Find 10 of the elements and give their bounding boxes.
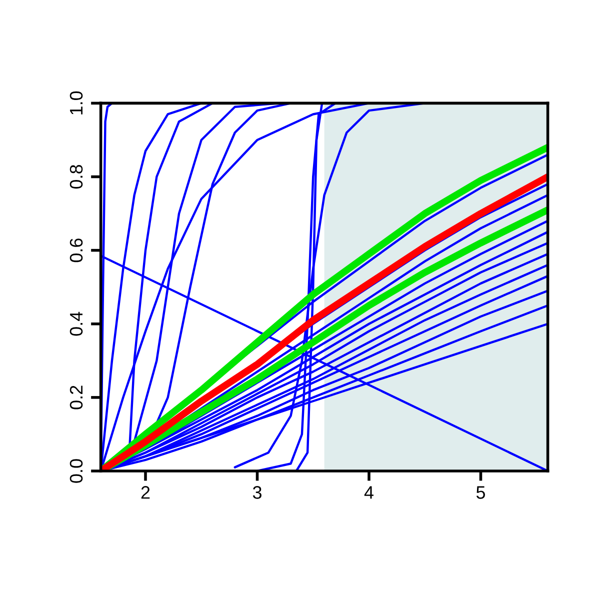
x-tick-label: 2 (141, 486, 150, 499)
y-tick-label: 0.6 (70, 238, 83, 262)
x-tick-label: 3 (252, 486, 262, 499)
x-tick-label: 4 (364, 486, 374, 499)
y-tick-label: 1.0 (70, 91, 83, 114)
y-tick-label: 0.4 (70, 312, 83, 336)
y-tick-label: 0.0 (70, 459, 83, 483)
y-tick-label: 0.8 (70, 164, 83, 189)
x-tick-label: 5 (476, 486, 486, 499)
y-tick-label: 0.2 (70, 386, 83, 410)
